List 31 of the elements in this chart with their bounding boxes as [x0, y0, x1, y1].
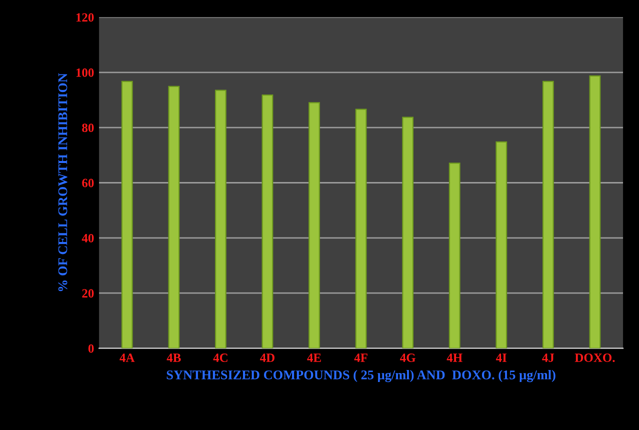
x-tick-label: 4I — [496, 354, 507, 362]
bar — [262, 94, 274, 348]
x-tick-label: 4D — [260, 354, 274, 362]
x-tick-label: DOXO. — [574, 354, 615, 362]
y-tick-label: 40 — [82, 234, 94, 242]
y-tick-label: 100 — [76, 68, 94, 77]
x-tick-label: 4E — [307, 354, 321, 362]
x-tick-label: 4G — [400, 354, 416, 362]
bar — [121, 80, 133, 348]
bar — [402, 116, 414, 348]
bar — [448, 162, 460, 348]
y-tick-label: 60 — [82, 178, 94, 188]
x-tick-label: 4F — [354, 354, 368, 362]
x-tick-label: 4C — [213, 354, 228, 362]
bar — [589, 75, 601, 348]
x-tick-label: 4H — [446, 354, 462, 362]
bar — [542, 80, 554, 348]
y-tick-label: 80 — [82, 124, 94, 132]
y-tick-label: 0 — [88, 344, 94, 353]
y-tick-label: 20 — [82, 289, 94, 298]
x-axis-title: SYNTHESIZED COMPOUNDS ( 25 µg/ml) AND DOXO. (15 µg/ml) — [166, 370, 556, 382]
bar — [214, 90, 226, 348]
bar — [496, 141, 508, 348]
x-tick-label: 4B — [166, 354, 181, 362]
x-tick-label: 4A — [120, 354, 135, 362]
bar — [308, 102, 320, 348]
x-tick-label: 4J — [542, 354, 554, 362]
bar — [355, 108, 367, 348]
y-tick-label: 120 — [76, 13, 94, 22]
bar — [168, 86, 180, 348]
y-axis-title: % OF CELL GROWTH INHIBITION — [58, 73, 68, 292]
